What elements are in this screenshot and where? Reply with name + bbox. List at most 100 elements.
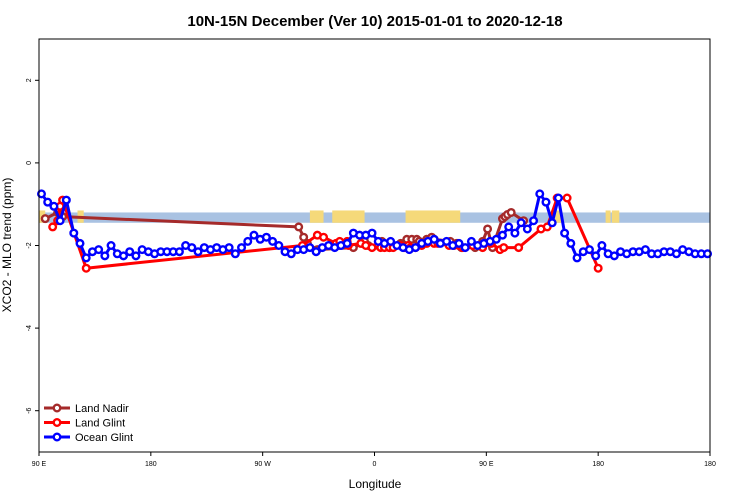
- data-point: [94, 245, 104, 255]
- x-axis: 90 E 180 90 W 0 90 E 180 180: [32, 452, 716, 468]
- data-point: [499, 243, 509, 253]
- land-segment: [611, 210, 620, 223]
- y-tick-label: -6: [26, 407, 33, 413]
- data-point: [535, 189, 545, 199]
- legend: Land Nadir Land Glint Ocean Glint: [44, 403, 133, 444]
- data-point: [547, 218, 557, 228]
- data-point: [249, 230, 259, 240]
- data-point: [584, 245, 594, 255]
- x-tick-label: 0: [373, 461, 377, 468]
- data-point: [367, 243, 377, 253]
- data-point: [560, 228, 570, 238]
- y-tick-label: -4: [26, 325, 33, 331]
- y-axis-label: XCO2 - MLO trend (ppm): [0, 178, 14, 313]
- data-point: [342, 238, 352, 248]
- legend-swatch-marker: [52, 418, 62, 428]
- data-point: [81, 253, 91, 263]
- data-point: [243, 236, 253, 246]
- data-point: [541, 197, 551, 207]
- data-point: [442, 236, 452, 246]
- y-tick-label: 0: [26, 161, 33, 165]
- data-point: [593, 263, 603, 273]
- data-point: [305, 243, 315, 253]
- land-segment: [332, 210, 365, 223]
- y-axis: 2 0 -2 -4 -6: [26, 78, 39, 414]
- data-point: [454, 238, 464, 248]
- data-point: [81, 263, 91, 273]
- data-point: [483, 224, 493, 234]
- data-point: [36, 189, 46, 199]
- land-segment: [605, 210, 611, 223]
- data-point: [497, 230, 507, 240]
- data-point: [491, 234, 501, 244]
- legend-label: Land Nadir: [75, 403, 129, 415]
- data-point: [274, 240, 284, 250]
- data-point: [703, 249, 713, 259]
- data-point: [522, 224, 532, 234]
- data-point: [224, 243, 234, 253]
- data-point: [118, 251, 128, 261]
- data-point: [100, 251, 110, 261]
- chart-title: 10N-15N December (Ver 10) 2015-01-01 to …: [187, 13, 562, 30]
- data-point: [299, 232, 309, 242]
- data-point: [591, 251, 601, 261]
- data-point: [572, 253, 582, 263]
- data-point: [174, 247, 184, 257]
- data-point: [261, 232, 271, 242]
- data-point: [386, 236, 396, 246]
- legend-item-land-glint: Land Glint: [44, 418, 125, 430]
- series-layer: [36, 189, 713, 273]
- x-axis-label: Longitude: [349, 477, 402, 491]
- data-point: [69, 228, 79, 238]
- data-point: [411, 243, 421, 253]
- data-point: [294, 222, 304, 232]
- x-tick-label: 90 E: [479, 461, 494, 468]
- data-point: [75, 238, 85, 248]
- legend-item-ocean-glint: Ocean Glint: [44, 432, 133, 444]
- data-point: [311, 247, 321, 257]
- data-point: [516, 218, 526, 228]
- data-point: [609, 251, 619, 261]
- data-point: [125, 247, 135, 257]
- data-point: [40, 214, 50, 224]
- land-segment: [550, 210, 563, 223]
- y-tick-label: -2: [26, 242, 33, 248]
- data-point: [671, 249, 681, 259]
- data-point: [237, 243, 247, 253]
- legend-swatch-marker: [52, 432, 62, 442]
- data-point: [460, 243, 470, 253]
- legend-label: Land Glint: [75, 418, 125, 430]
- data-point: [367, 228, 377, 238]
- data-point: [597, 240, 607, 250]
- x-tick-label: 180: [592, 461, 604, 468]
- legend-label: Ocean Glint: [75, 432, 133, 444]
- ocean-band: [39, 212, 710, 223]
- legend-item-land-nadir: Land Nadir: [44, 403, 129, 415]
- x-tick-label: 90 E: [32, 461, 47, 468]
- data-point: [48, 222, 58, 232]
- data-point: [187, 243, 197, 253]
- data-point: [43, 197, 53, 207]
- data-point: [553, 193, 563, 203]
- data-point: [504, 222, 514, 232]
- data-point: [510, 228, 520, 238]
- data-point: [514, 243, 524, 253]
- x-tick-label: 90 W: [254, 461, 271, 468]
- data-point: [55, 216, 65, 226]
- land-segment: [309, 210, 324, 223]
- data-point: [506, 207, 516, 217]
- data-point: [529, 216, 539, 226]
- data-point: [49, 201, 59, 211]
- data-point: [268, 236, 278, 246]
- land-segment: [405, 210, 461, 223]
- data-point: [230, 249, 240, 259]
- data-point: [466, 236, 476, 246]
- legend-swatch-marker: [52, 403, 62, 413]
- land-band: [39, 210, 710, 223]
- data-point: [562, 193, 572, 203]
- x-tick-label: 180: [704, 461, 716, 468]
- data-point: [429, 234, 439, 244]
- y-tick-label: 2: [26, 78, 33, 82]
- data-point: [640, 245, 650, 255]
